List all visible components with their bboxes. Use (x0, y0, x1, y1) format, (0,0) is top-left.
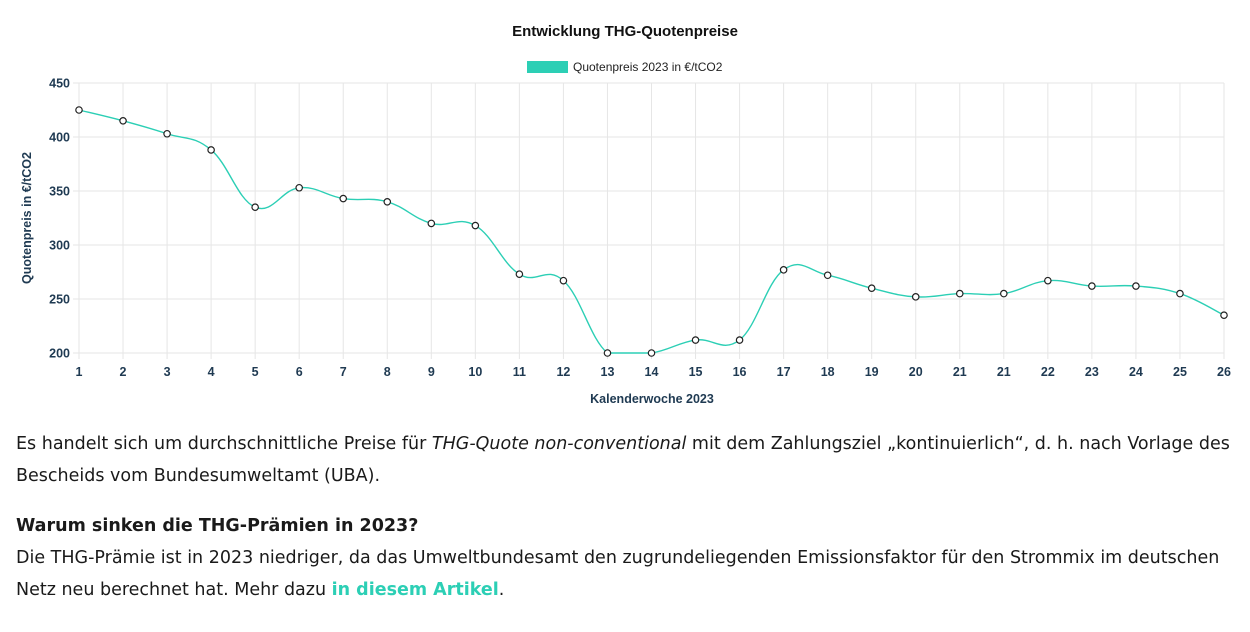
x-tick-label: 13 (601, 365, 615, 379)
data-point[interactable] (823, 271, 832, 280)
data-point[interactable] (867, 284, 876, 293)
x-tick-label: 4 (208, 365, 215, 379)
legend-swatch (527, 61, 568, 73)
data-point[interactable] (251, 203, 259, 212)
data-point[interactable] (1220, 311, 1228, 320)
data-point[interactable] (471, 221, 480, 230)
article-link[interactable]: in diesem Artikel (331, 580, 499, 600)
x-tick-label: 2 (120, 365, 127, 379)
x-tick-label: 8 (384, 365, 391, 379)
data-point[interactable] (163, 129, 171, 138)
x-tick-label: 9 (428, 365, 435, 379)
data-point[interactable] (1176, 289, 1184, 298)
y-tick-label: 450 (49, 77, 70, 91)
x-tick-label: 12 (556, 365, 570, 379)
chart-legend[interactable]: Quotenpreis 2023 in €/tCO2 (527, 60, 723, 74)
x-tick-label: 17 (777, 365, 791, 379)
x-tick-label: 6 (296, 365, 303, 379)
data-point[interactable] (339, 194, 348, 203)
section-body: Die THG-Prämie ist in 2023 niedriger, da… (16, 542, 1231, 606)
data-point[interactable] (559, 276, 568, 285)
data-point[interactable] (603, 349, 612, 357)
x-tick-label: 20 (909, 365, 923, 379)
price-chart-svg: Entwicklung THG-Quotenpreise Quotenpreis… (20, 23, 1231, 406)
x-tick-label: 24 (1129, 365, 1143, 379)
legend-label: Quotenpreis 2023 in €/tCO2 (573, 60, 723, 74)
price-note-text-start: Es handelt sich um durchschnittliche Pre… (16, 434, 432, 454)
x-tick-label: 26 (1217, 365, 1231, 379)
x-tick-label: 11 (513, 365, 526, 379)
x-axis-ticks: 1 2 3 4 5 6 7 8 9 10 11 12 13 14 15 16 17 18 19 20 21 21 22 23 2… (76, 365, 1231, 379)
data-point[interactable] (911, 293, 920, 301)
series-layer (75, 106, 1228, 357)
data-point[interactable] (1088, 282, 1096, 290)
section-body-text: Die THG-Prämie ist in 2023 niedriger, da… (16, 548, 1220, 600)
x-tick-label: 25 (1173, 365, 1187, 379)
x-tick-label: 7 (340, 365, 347, 379)
section-body-end: . (498, 580, 505, 600)
data-point[interactable] (119, 117, 127, 125)
y-axis-label: Quotenpreis in €/tCO2 (20, 152, 34, 284)
y-tick-label: 400 (49, 131, 70, 145)
data-point[interactable] (779, 266, 788, 274)
chart-grid (73, 82, 1225, 359)
x-tick-label: 19 (865, 365, 879, 379)
x-tick-label: 5 (252, 365, 259, 379)
x-tick-label: 3 (164, 365, 171, 379)
x-tick-label: 22 (1041, 365, 1055, 379)
x-tick-label: 14 (645, 365, 659, 379)
data-point[interactable] (955, 289, 964, 298)
data-point[interactable] (295, 183, 303, 192)
data-point[interactable] (691, 336, 700, 344)
x-tick-label: 21 (997, 365, 1011, 379)
data-point[interactable] (1000, 289, 1008, 298)
price-note: Es handelt sich um durchschnittliche Pre… (16, 428, 1231, 492)
data-point[interactable] (1132, 282, 1140, 290)
x-tick-label: 15 (689, 365, 703, 379)
y-tick-label: 200 (49, 347, 70, 361)
y-axis-ticks: 200 250 300 350 400 450 (49, 77, 70, 361)
data-point[interactable] (75, 106, 83, 114)
data-point[interactable] (1044, 276, 1052, 285)
chart-title: Entwicklung THG-Quotenpreise (512, 23, 738, 40)
y-tick-label: 250 (49, 293, 70, 307)
y-tick-label: 300 (49, 239, 70, 253)
data-point[interactable] (207, 146, 215, 154)
price-chart: Entwicklung THG-Quotenpreise Quotenpreis… (20, 23, 1231, 406)
data-point[interactable] (383, 198, 392, 206)
y-tick-label: 350 (49, 185, 70, 199)
x-tick-label: 1 (76, 365, 83, 379)
data-point[interactable] (735, 336, 744, 344)
section-heading: Warum sinken die THG-Prämien in 2023? (16, 516, 419, 536)
price-note-text-end: mit dem Zahlungsziel „kontinuierlich“, d… (16, 434, 1230, 486)
x-tick-label: 21 (953, 365, 967, 379)
data-point[interactable] (427, 219, 436, 228)
x-tick-label: 10 (468, 365, 482, 379)
x-tick-label: 18 (821, 365, 835, 379)
data-point[interactable] (515, 270, 524, 278)
x-tick-label: 23 (1085, 365, 1099, 379)
price-note-emphasis: THG-Quote non-conventional (431, 434, 687, 454)
x-tick-label: 16 (733, 365, 747, 379)
text-section: Es handelt sich um durchschnittliche Pre… (16, 428, 1231, 606)
data-point[interactable] (647, 349, 656, 357)
x-axis-label: Kalenderwoche 2023 (590, 392, 714, 406)
